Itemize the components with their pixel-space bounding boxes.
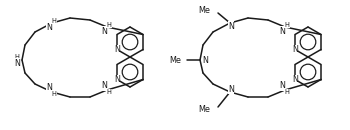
Text: H: H xyxy=(285,89,289,95)
Text: N: N xyxy=(279,27,285,35)
Text: H: H xyxy=(51,18,56,24)
Text: H: H xyxy=(15,54,20,60)
Text: Me: Me xyxy=(198,106,210,115)
Text: N: N xyxy=(114,45,120,54)
Text: N: N xyxy=(46,22,52,31)
Text: N: N xyxy=(292,75,298,84)
Text: N: N xyxy=(114,75,120,84)
Text: H: H xyxy=(285,22,289,28)
Text: N: N xyxy=(228,84,234,93)
Text: N: N xyxy=(46,83,52,93)
Text: H: H xyxy=(106,22,111,28)
Text: Me: Me xyxy=(198,5,210,15)
Text: N: N xyxy=(14,58,20,67)
Text: Me: Me xyxy=(169,56,181,64)
Text: N: N xyxy=(202,56,208,64)
Text: N: N xyxy=(228,21,234,31)
Text: N: N xyxy=(101,82,107,90)
Text: H: H xyxy=(51,91,56,97)
Text: N: N xyxy=(101,27,107,35)
Text: N: N xyxy=(292,45,298,54)
Text: N: N xyxy=(279,82,285,90)
Text: H: H xyxy=(106,89,111,95)
